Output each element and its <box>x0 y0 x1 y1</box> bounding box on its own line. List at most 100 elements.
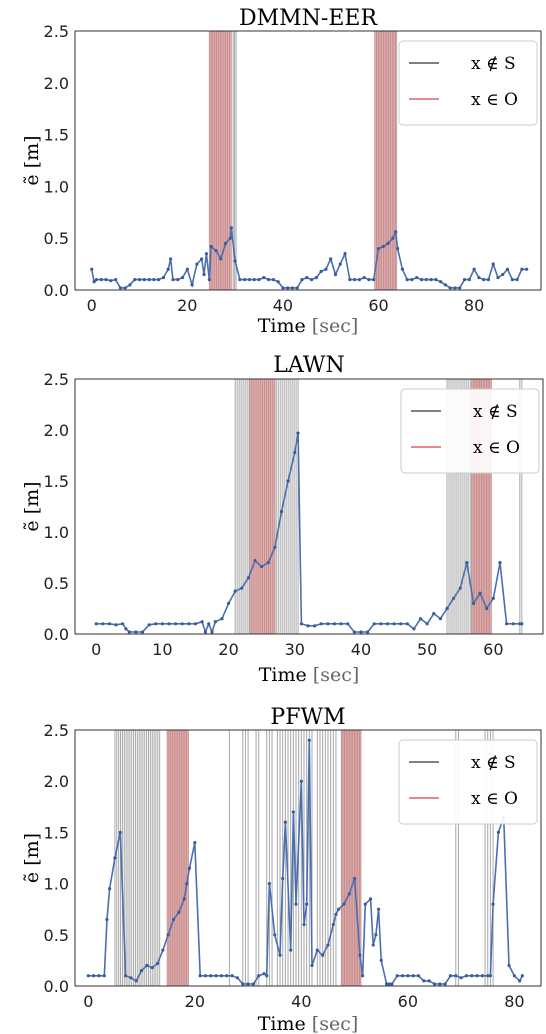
error-point <box>379 622 383 626</box>
error-point <box>454 974 458 978</box>
error-point <box>333 272 338 277</box>
error-point <box>240 586 244 590</box>
error-point <box>520 622 524 626</box>
legend-entry: x ∉ S <box>473 402 518 422</box>
error-point <box>310 963 314 968</box>
y-tick-label: 1.5 <box>44 472 69 491</box>
y-tick-label: 1.5 <box>44 126 69 145</box>
plot-area <box>90 31 529 290</box>
error-point <box>290 286 295 290</box>
error-point <box>359 630 363 634</box>
error-point <box>278 953 282 957</box>
error-point <box>94 622 98 626</box>
error-point <box>99 278 103 282</box>
error-point <box>400 974 405 978</box>
error-point <box>154 622 158 626</box>
error-point <box>207 622 211 626</box>
error-point <box>134 979 138 983</box>
x-tick-label: 50 <box>417 640 437 659</box>
legend: x ∉ S x ∈ O <box>398 40 538 126</box>
error-point <box>238 278 242 282</box>
error-point <box>326 622 330 626</box>
error-point <box>491 902 495 906</box>
error-point <box>161 948 165 952</box>
error-point <box>459 976 463 980</box>
y-tick-label: 0.5 <box>44 574 69 593</box>
error-point <box>511 622 515 626</box>
error-point <box>410 278 414 282</box>
error-point <box>505 267 510 271</box>
error-point <box>145 963 149 968</box>
y-tick-label: 2.5 <box>44 721 69 740</box>
error-point <box>491 596 495 600</box>
error-point <box>352 630 356 634</box>
error-point <box>353 876 357 881</box>
error-point <box>97 974 101 978</box>
error-point <box>253 558 257 563</box>
x-axis-label: Time [sec] <box>258 315 359 337</box>
error-point <box>480 974 485 978</box>
error-point <box>228 236 232 240</box>
error-point <box>168 257 173 261</box>
error-point <box>432 612 436 616</box>
x-tick-label: 10 <box>152 640 172 659</box>
error-point <box>432 982 437 986</box>
error-point <box>182 897 186 901</box>
error-point <box>160 622 164 626</box>
error-point <box>200 257 204 261</box>
error-point <box>286 479 290 483</box>
plot-area <box>94 379 524 634</box>
error-point <box>471 601 476 606</box>
error-point <box>90 267 94 271</box>
error-point <box>372 622 376 626</box>
error-point <box>123 286 127 290</box>
error-point <box>525 267 529 271</box>
error-point <box>357 278 361 282</box>
error-point <box>358 953 362 957</box>
error-point <box>260 565 264 569</box>
chart-title: PFWM <box>270 705 345 730</box>
error-point <box>233 259 237 263</box>
error-point <box>281 286 285 290</box>
error-point <box>171 278 175 282</box>
error-point <box>305 275 309 280</box>
error-point <box>152 278 156 282</box>
y-tick-label: 2.0 <box>44 772 69 791</box>
error-point <box>376 907 381 911</box>
chart-panel-3: 0.0 0.5 1.0 1.5 2.0 2.5 0 20 40 60 80 PFWM Time [sec… <box>21 705 542 1034</box>
error-point <box>302 922 306 927</box>
error-point <box>339 622 343 626</box>
x-tick-label: 30 <box>285 640 305 659</box>
error-point <box>319 622 323 626</box>
error-point <box>273 933 277 937</box>
error-point <box>376 246 381 251</box>
error-point <box>202 272 206 277</box>
error-point <box>257 974 261 978</box>
plot-frame <box>74 30 542 291</box>
error-point <box>353 278 357 282</box>
error-point <box>348 278 352 282</box>
error-point <box>243 278 247 282</box>
error-point <box>418 617 423 621</box>
error-point <box>482 278 486 282</box>
y-tick-label: 1.0 <box>44 523 69 542</box>
error-point <box>129 976 133 980</box>
error-point <box>331 922 335 927</box>
error-point <box>362 275 366 280</box>
error-point <box>391 236 395 240</box>
error-point <box>204 252 209 256</box>
x-tick-label: 40 <box>351 640 371 659</box>
error-point <box>252 278 256 282</box>
error-point <box>147 623 151 627</box>
error-point <box>445 606 449 611</box>
x-tick-label: 0 <box>83 992 93 1011</box>
error-point <box>101 622 105 626</box>
error-point <box>209 244 213 249</box>
error-point <box>507 963 511 968</box>
y-tick-label: 1.0 <box>44 177 69 196</box>
error-point <box>379 958 383 963</box>
error-point <box>273 545 277 549</box>
error-point <box>142 278 146 282</box>
error-point <box>279 510 284 514</box>
error-point <box>203 974 208 978</box>
